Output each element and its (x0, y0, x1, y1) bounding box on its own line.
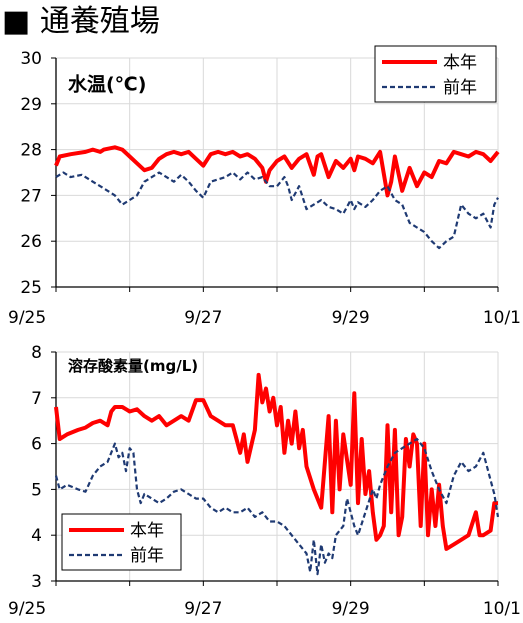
y-tick-label: 30 (20, 49, 42, 69)
y-tick-label: 7 (31, 389, 42, 409)
series-line-last-year (54, 437, 500, 576)
legend-label: 前年 (443, 78, 477, 98)
x-tick-label: 9/25 (8, 599, 46, 619)
series-line-last-year (55, 171, 499, 250)
x-tick-label: 10/1 (483, 599, 521, 619)
y-tick-label: 26 (20, 232, 42, 252)
x-tick-label: 9/25 (8, 308, 46, 328)
x-tick-label: 9/29 (332, 599, 370, 619)
legend-box (61, 513, 182, 571)
y-tick-label: 4 (31, 526, 42, 546)
y-tick-label: 27 (20, 186, 42, 206)
y-tick-label: 5 (31, 480, 42, 500)
y-tick-label: 8 (31, 343, 42, 363)
page-title: ■ 通養殖場 (2, 4, 160, 39)
series-line-this-year (54, 372, 498, 551)
x-tick-label: 9/27 (184, 599, 222, 619)
chart-title: 水温(℃) (68, 74, 146, 96)
chart-title: 溶存酸素量(mg/L) (68, 357, 198, 375)
y-tick-label: 6 (31, 435, 42, 455)
x-tick-label: 10/1 (483, 308, 521, 328)
x-tick-label: 9/27 (184, 308, 222, 328)
legend-box (374, 45, 497, 103)
y-tick-label: 29 (20, 95, 42, 115)
x-tick-label: 9/29 (332, 308, 370, 328)
legend-label: 本年 (443, 53, 477, 73)
y-tick-label: 25 (20, 278, 42, 298)
legend-label: 本年 (130, 521, 164, 541)
y-tick-label: 28 (20, 141, 42, 161)
y-tick-label: 3 (31, 572, 42, 592)
series-line-this-year (54, 145, 500, 198)
legend-label: 前年 (130, 546, 164, 566)
